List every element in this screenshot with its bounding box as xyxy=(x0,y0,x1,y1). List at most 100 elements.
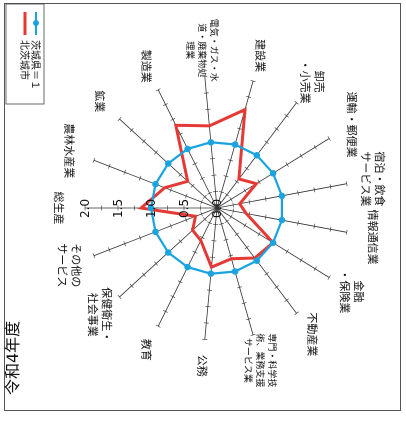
axis-tick-mark xyxy=(244,166,249,171)
axis-tick-mark xyxy=(199,177,205,180)
axis-tick-mark xyxy=(205,108,211,110)
category-label: 専門・科学技術、業務支援サービス業 xyxy=(242,333,278,387)
axis-tick-mark xyxy=(223,238,229,241)
axis-tick-mark xyxy=(264,140,269,144)
axis-tick-mark xyxy=(313,223,316,229)
axis-tick-mark xyxy=(299,153,303,159)
category-label: 製造業 xyxy=(140,50,154,83)
axis-tick-mark xyxy=(163,103,168,106)
svg-text:金融・保険業: 金融・保険業 xyxy=(338,269,366,313)
legend-label-ibaraki: 茨城県＝１ xyxy=(29,40,42,90)
axis-tick-mark xyxy=(223,175,229,178)
axis-tick-mark xyxy=(123,169,126,175)
category-label: 建設業 xyxy=(253,39,267,72)
legend-marker-ibaraki xyxy=(33,20,39,26)
axis-tick-mark xyxy=(234,179,240,184)
ibaraki-point xyxy=(253,152,261,159)
svg-text:農林水産業: 農林水産業 xyxy=(63,123,77,178)
axis-tick-mark xyxy=(200,199,203,205)
axis-tick-mark xyxy=(211,240,217,242)
axis-tick-mark xyxy=(138,175,142,181)
axis-tick-mark xyxy=(257,179,261,185)
ibaraki-point xyxy=(231,141,239,148)
axis-tick-mark xyxy=(313,187,316,193)
axis-tick-mark xyxy=(207,221,213,225)
axis-tick-mark xyxy=(250,334,256,336)
chart-frame xyxy=(4,3,401,411)
chart-title: 令和4年度 xyxy=(3,321,22,395)
axis-tick-mark xyxy=(211,174,217,176)
axis-tick-mark xyxy=(206,289,212,291)
svg-text:不動産業: 不動産業 xyxy=(306,312,320,356)
axis-tick-mark xyxy=(185,217,188,223)
axis-tick-mark xyxy=(246,95,252,98)
svg-text:運輸・郵便業: 運輸・郵便業 xyxy=(345,92,359,158)
category-label: 保健衛生・社会事業 xyxy=(86,287,114,342)
axis-tick-mark xyxy=(205,306,211,308)
axis-tick-mark xyxy=(92,253,96,259)
axis-tick-mark xyxy=(212,223,219,225)
category-label: 卸売・小売業 xyxy=(299,60,327,104)
svg-text:製造業: 製造業 xyxy=(140,50,154,83)
svg-text:保健衛生・社会事業: 保健衛生・社会事業 xyxy=(86,287,114,342)
axis-tick-mark xyxy=(224,193,230,197)
axis-tick-mark xyxy=(202,76,208,78)
axis-tick-mark xyxy=(232,202,234,208)
axis-tick-mark xyxy=(129,283,134,288)
axis-tick-mark xyxy=(246,318,252,321)
category-label: 宿泊・飲食サービス業 xyxy=(359,151,387,206)
axis-tick-mark xyxy=(163,310,168,313)
axis-tick-mark xyxy=(244,245,249,250)
svg-text:鉱業: 鉱業 xyxy=(93,90,107,112)
axis-tick-mark xyxy=(234,232,240,237)
svg-text:電気・ガス・水道・廃棄物処理業: 電気・ガス・水道・廃棄物処理業 xyxy=(184,19,220,82)
category-label: 情報通信業 xyxy=(366,210,379,265)
ibaraki-point xyxy=(269,170,277,177)
axis-tick-mark xyxy=(228,159,234,162)
axis-tick-mark xyxy=(284,298,289,302)
axis-tick-mark xyxy=(219,222,224,225)
axis-tick-mark xyxy=(229,214,233,219)
axis-tick-mark xyxy=(199,236,205,239)
ibaraki-point xyxy=(207,270,215,278)
axis-tick-mark xyxy=(329,184,332,190)
axis-tick-mark xyxy=(108,163,111,169)
axis-tick-mark xyxy=(346,181,348,187)
axis-tick-mark xyxy=(237,286,243,289)
svg-text:その他のサービス: その他のサービス xyxy=(56,243,83,287)
svg-text:建設業: 建設業 xyxy=(253,39,267,72)
axis-tick-mark xyxy=(228,254,234,257)
category-label: 総生産 xyxy=(52,192,66,225)
axis-tick-mark xyxy=(154,261,158,266)
ibaraki-point xyxy=(278,216,286,224)
axis-tick-mark xyxy=(294,311,299,316)
ibaraki-point xyxy=(278,192,286,200)
axis-tick-mark xyxy=(169,223,172,229)
axis-tick-mark xyxy=(154,150,158,155)
ibaraki-point xyxy=(147,204,155,212)
axis-tick-mark xyxy=(141,272,146,277)
axis-tick-mark xyxy=(123,241,126,247)
axis-tick-mark xyxy=(202,217,207,222)
axis-tick-mark xyxy=(237,127,243,130)
category-label: 教育 xyxy=(140,339,154,361)
axis-tick-mark xyxy=(327,136,331,141)
radial-tick-label: 0.0 xyxy=(210,199,224,218)
axis-tick-mark xyxy=(285,162,289,167)
ibaraki-point xyxy=(207,139,215,146)
axis-tick-mark xyxy=(155,324,161,328)
svg-text:情報通信業: 情報通信業 xyxy=(366,210,379,265)
radial-tick-label: 1.5 xyxy=(111,199,125,218)
axis-tick-mark xyxy=(190,183,195,188)
svg-text:専門・科学技術、業務支援サービス業: 専門・科学技術、業務支援サービス業 xyxy=(242,333,278,387)
category-label: 不動産業 xyxy=(306,312,320,356)
ibaraki-point xyxy=(231,268,239,275)
axis-tick-mark xyxy=(257,231,261,237)
axis-tick-mark xyxy=(170,118,176,121)
legend: 北茨城市 茨城県＝１ xyxy=(5,3,45,105)
axis-tick-mark xyxy=(327,275,331,280)
axis-tick-mark xyxy=(264,196,267,202)
axis-tick-mark xyxy=(200,211,203,217)
ibaraki-point xyxy=(269,239,277,246)
axis-tick-mark xyxy=(169,187,172,193)
